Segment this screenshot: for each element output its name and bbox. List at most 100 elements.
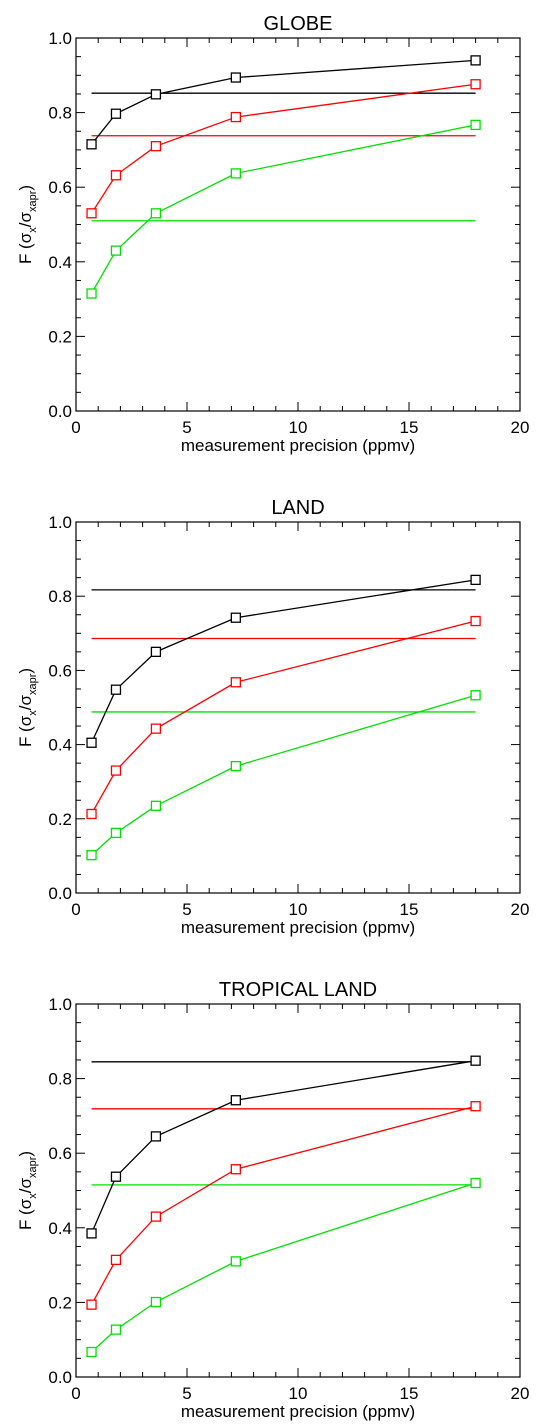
series-line	[90, 83, 476, 214]
y-label-sub-x: x	[27, 227, 39, 233]
data-point	[110, 827, 122, 839]
x-axis-label: measurement precision (ppmv)	[181, 918, 415, 937]
data-point	[86, 1299, 97, 1310]
y-axis-label: F (σx/σxapr)	[16, 185, 39, 264]
chart-title: TROPICAL LAND	[219, 979, 377, 1001]
y-label-sigma: σ	[16, 695, 35, 706]
x-tick-label: 20	[511, 900, 530, 919]
x-tick-label: 10	[289, 900, 308, 919]
data-point	[470, 1177, 481, 1189]
y-label-suffix: )	[16, 668, 35, 674]
data-point	[110, 170, 122, 181]
y-tick-label: 0.2	[48, 1293, 72, 1312]
data-point	[150, 208, 162, 219]
y-label-sub-x: x	[27, 710, 39, 716]
x-tick-label: 10	[289, 1384, 308, 1403]
data-point	[150, 646, 162, 657]
data-point	[86, 1228, 97, 1239]
x-tick-label: 5	[182, 1384, 191, 1403]
data-point	[86, 808, 97, 820]
y-label-sigma: σ	[16, 1198, 35, 1209]
data-point	[150, 723, 162, 734]
y-axis-label: F (σx/σxapr)	[16, 1151, 39, 1230]
data-point	[86, 737, 97, 748]
y-tick-label: 0.6	[48, 1144, 72, 1163]
x-tick-label: 5	[182, 900, 191, 919]
data-point	[86, 208, 97, 219]
series-line	[90, 579, 476, 744]
data-point	[86, 850, 97, 861]
data-point	[470, 574, 481, 586]
y-tick-label: 0.0	[48, 884, 72, 903]
y-label-sub-xapr: xapr	[27, 190, 39, 212]
data-point	[150, 1211, 162, 1222]
series-line	[90, 1060, 476, 1234]
data-point	[470, 690, 481, 701]
y-tick-label: 1.0	[48, 513, 72, 532]
y-label-sigma: σ	[16, 715, 35, 726]
y-tick-label: 0.0	[48, 1368, 72, 1387]
data-point	[150, 141, 162, 152]
y-tick-label: 0.2	[48, 327, 72, 346]
x-tick-label: 15	[400, 1384, 419, 1403]
x-tick-label: 0	[71, 418, 80, 437]
plot-frame	[75, 37, 521, 412]
data-point	[110, 108, 122, 119]
y-tick-label: 1.0	[48, 29, 72, 48]
y-label-slash: /	[16, 222, 35, 227]
chart-panel-1: GLOBE 0 5 10 15 20 0.0 0.2 0.4 0.6 0.8 1.0 measureme…	[16, 13, 529, 455]
y-label-sub-x: x	[27, 1193, 39, 1199]
data-point	[150, 1296, 162, 1308]
y-tick-label: 0.6	[48, 178, 72, 197]
series-line	[90, 1105, 476, 1305]
y-label-slash: /	[16, 705, 35, 710]
y-label-prefix: F (	[16, 1209, 35, 1230]
y-tick-label: 0.6	[48, 661, 72, 680]
data-point	[150, 800, 162, 811]
y-tick-label: 0.2	[48, 810, 72, 829]
x-tick-label: 0	[71, 900, 80, 919]
data-point	[110, 1324, 122, 1335]
x-axis-label: measurement precision (ppmv)	[181, 1402, 415, 1421]
series-line	[91, 59, 476, 145]
data-point	[110, 245, 122, 256]
y-label-sigma: σ	[16, 212, 35, 223]
x-axis-label: measurement precision (ppmv)	[181, 436, 415, 455]
plot-frame	[75, 521, 521, 894]
x-tick-label: 20	[511, 418, 530, 437]
data-point	[230, 72, 241, 83]
data-point	[110, 1171, 122, 1182]
data-point	[470, 79, 481, 90]
data-point	[470, 1101, 481, 1112]
x-tick-label: 0	[71, 1384, 80, 1403]
data-point	[110, 684, 122, 695]
chart-title: GLOBE	[264, 13, 333, 35]
data-point	[150, 89, 162, 100]
y-tick-label: 0.8	[48, 1070, 72, 1089]
y-label-sub-xapr: xapr	[27, 673, 39, 695]
y-tick-label: 1.0	[48, 995, 72, 1014]
chart-panel-3: TROPICAL LAND 0 5 10 15 20 0.0 0.2 0.4 0.6 0.8 1.0 m…	[16, 979, 529, 1421]
y-label-suffix: )	[16, 1151, 35, 1157]
y-tick-label: 0.4	[48, 253, 72, 272]
y-tick-label: 0.4	[48, 736, 72, 755]
chart-title: LAND	[271, 497, 324, 519]
series-line	[90, 124, 476, 294]
chart-panel-2: LAND 0 5 10 15 20 0.0 0.2 0.4 0.6 0.8 1.0 measuremen…	[16, 497, 529, 937]
y-label-suffix: )	[16, 185, 35, 191]
data-point	[230, 1164, 241, 1175]
x-tick-label: 5	[182, 418, 191, 437]
data-point	[110, 1254, 122, 1266]
x-tick-label: 10	[289, 418, 308, 437]
data-point	[86, 1346, 97, 1358]
series-line	[91, 1182, 476, 1353]
data-point	[470, 55, 481, 66]
data-point	[230, 1095, 241, 1106]
data-point	[150, 1131, 162, 1142]
series-line	[91, 694, 476, 856]
y-tick-label: 0.8	[48, 104, 72, 123]
data-point	[230, 111, 241, 123]
y-label-sigma: σ	[16, 232, 35, 243]
x-tick-label: 20	[511, 1384, 530, 1403]
y-tick-label: 0.8	[48, 587, 72, 606]
